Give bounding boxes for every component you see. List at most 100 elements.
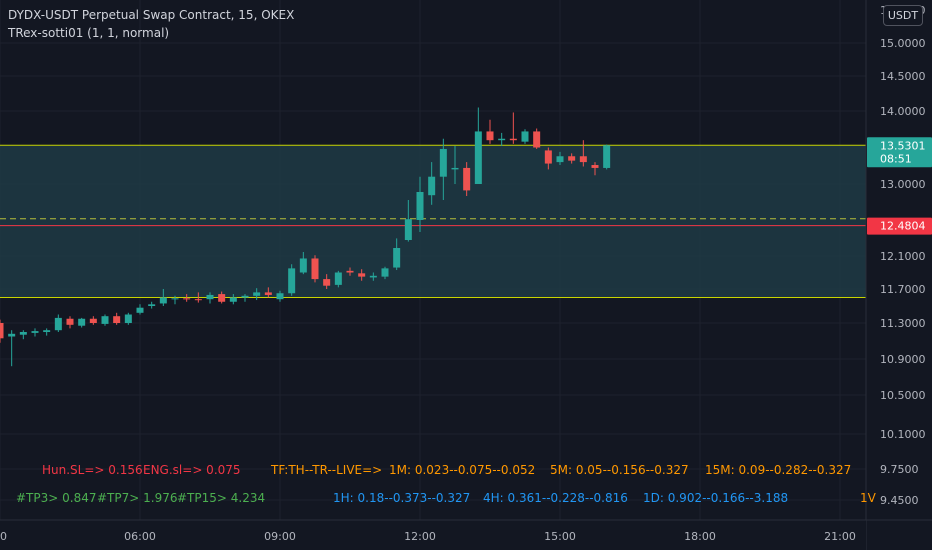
candle <box>463 162 471 196</box>
candle-body <box>124 314 132 323</box>
candle <box>229 294 237 305</box>
candle <box>486 119 494 144</box>
price-axis <box>866 0 932 550</box>
chart-legend: DYDX-USDT Perpetual Swap Contract, 15, O… <box>8 6 294 42</box>
candle <box>206 292 214 304</box>
candle-body <box>369 275 377 278</box>
candle-body <box>218 294 226 302</box>
candle <box>591 162 599 176</box>
candle-body <box>439 148 447 177</box>
info-text: 1H: 0.18--0.373--0.327 <box>333 491 470 505</box>
candle <box>381 266 389 280</box>
candle <box>148 301 156 309</box>
candle <box>474 107 482 184</box>
time-tick-label: 12:00 <box>404 530 436 543</box>
candle-body <box>241 295 249 298</box>
candle-body <box>148 304 156 306</box>
candle <box>498 132 506 147</box>
symbol-title: DYDX-USDT Perpetual Swap Contract, 15, O… <box>8 8 295 22</box>
price-tick-label: 9.4500 <box>880 494 919 507</box>
candle-body <box>276 293 284 300</box>
candle-body <box>171 298 179 300</box>
candle-body <box>498 138 506 141</box>
candle <box>323 274 331 289</box>
candle <box>334 270 342 288</box>
candle-body <box>19 332 27 335</box>
candle-body <box>521 131 529 142</box>
price-tick-label: 14.5000 <box>880 70 926 83</box>
currency-button[interactable]: USDT <box>883 5 923 26</box>
candle-body <box>323 279 331 286</box>
candle <box>136 304 144 315</box>
price-badge-1 <box>867 217 932 235</box>
info-text: #TP3> 0.847 <box>16 491 96 505</box>
candle-body <box>0 323 4 339</box>
candle-body <box>486 131 494 141</box>
candle-body <box>43 330 51 332</box>
candle <box>521 129 529 144</box>
candle <box>194 292 202 303</box>
candle <box>533 128 541 149</box>
info-text: 1D: 0.902--0.166--3.188 <box>643 491 788 505</box>
candles <box>0 107 611 367</box>
time-axis <box>0 520 866 550</box>
price-tick-label: 11.7000 <box>880 283 926 296</box>
price-tick-label: 15.0000 <box>880 37 926 50</box>
candle <box>358 269 366 281</box>
candle <box>264 287 272 298</box>
info-text: #TP15> 4.234 <box>177 491 265 505</box>
candle-body <box>451 167 459 170</box>
candle-body <box>603 145 611 168</box>
info-text: 5M: 0.05--0.156--0.327 <box>550 463 689 477</box>
time-tick-label: 00 <box>0 530 7 543</box>
time-tick-label: 18:00 <box>684 530 716 543</box>
price-tick-label: 10.9000 <box>880 353 926 366</box>
time-tick-label: 15:00 <box>544 530 576 543</box>
candle-body <box>31 331 39 333</box>
candle-body <box>393 248 401 268</box>
time-tick-label: 09:00 <box>264 530 296 543</box>
candle <box>556 151 564 166</box>
candle <box>124 312 132 325</box>
price-tick-label: 14.0000 <box>880 105 926 118</box>
time-tick-label: 06:00 <box>124 530 156 543</box>
price-tick-label: 11.3000 <box>880 317 926 330</box>
candle <box>183 294 191 302</box>
candle-body <box>183 298 191 300</box>
candle <box>43 328 51 336</box>
candle-body <box>8 333 16 337</box>
candle <box>241 294 249 302</box>
price-badge-0 <box>867 137 932 168</box>
candle <box>19 330 27 340</box>
info-text: TF:TH--TR--LIVE=> <box>270 463 382 477</box>
candle <box>404 200 412 242</box>
candle <box>428 162 436 205</box>
info-text: Hun.SL=> 0.156 <box>42 463 143 477</box>
price-tick-label: 13.0000 <box>880 178 926 191</box>
candle <box>568 153 576 164</box>
candle-body <box>206 294 214 300</box>
price-tick-label: 10.5000 <box>880 389 926 402</box>
candle-body <box>544 150 552 164</box>
info-text: #TP7> 1.976 <box>97 491 177 505</box>
candle-body <box>89 318 97 323</box>
candle-body <box>404 219 412 240</box>
candle <box>66 316 74 329</box>
candle-body <box>311 258 319 280</box>
candle <box>54 314 62 332</box>
candle-body <box>533 131 541 148</box>
candle <box>439 138 447 200</box>
candle <box>346 267 354 276</box>
candle-body <box>591 165 599 168</box>
candle <box>451 146 459 184</box>
candle-body <box>113 316 121 323</box>
trade-zone <box>0 145 866 298</box>
candle <box>299 252 307 275</box>
price-tick-label: 12.1000 <box>880 250 926 263</box>
candle <box>603 144 611 170</box>
candle-body <box>66 318 74 325</box>
candle-body <box>299 258 307 273</box>
candle <box>171 295 179 305</box>
info-text: 1V <box>860 491 877 505</box>
